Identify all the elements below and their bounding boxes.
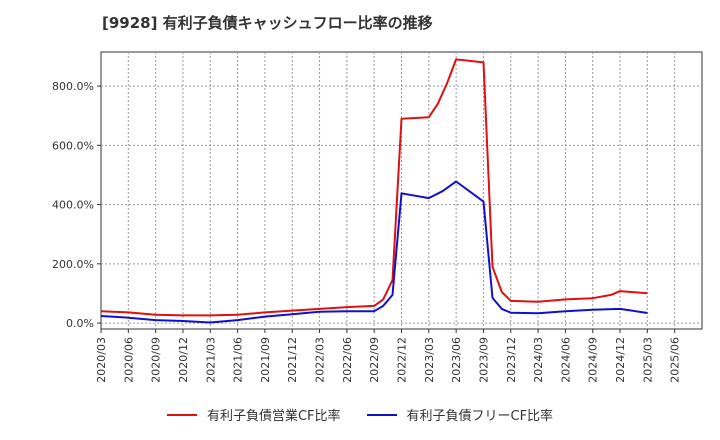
x-tick-label: 2025/06 <box>669 337 682 383</box>
chart-title: [9928] 有利子負債キャッシュフロー比率の推移 <box>102 14 433 32</box>
x-tick-label: 2022/12 <box>396 337 409 383</box>
legend-swatch-red <box>166 413 197 416</box>
x-axis-ticks: 2020/03 2020/06 2020/09 2020/12 2021/03 2021/… <box>95 337 682 383</box>
x-tick-label: 2023/12 <box>505 337 518 383</box>
x-tick-label: 2020/06 <box>122 337 135 383</box>
x-tick-label: 2022/06 <box>341 337 354 383</box>
series-line-1 <box>100 180 648 324</box>
x-tick-label: 2024/06 <box>559 337 572 383</box>
x-tick-label: 2024/12 <box>614 337 627 383</box>
x-tick-label: 2023/06 <box>450 337 463 383</box>
y-tick-label: 200.0% <box>52 258 94 271</box>
series-line-0 <box>100 58 648 317</box>
x-tick-label: 2020/03 <box>95 337 108 383</box>
plot-frame <box>100 51 703 330</box>
x-tick-label: 2021/03 <box>204 337 217 383</box>
y-tick-label: 0.0% <box>66 317 94 330</box>
legend-swatch-blue <box>366 413 397 416</box>
x-tick-label: 2020/09 <box>150 337 163 383</box>
x-tick-label: 2021/12 <box>286 337 299 383</box>
legend-item-operating-cf: 有利子負債営業CF比率 <box>166 405 341 424</box>
x-tick-label: 2023/03 <box>423 337 436 383</box>
x-tick-label: 2025/03 <box>641 337 654 383</box>
legend: 有利子負債営業CF比率 有利子負債フリーCF比率 <box>0 405 720 424</box>
x-tick-label: 2023/09 <box>477 337 490 383</box>
x-tick-label: 2022/03 <box>314 337 327 383</box>
x-tick-label: 2024/03 <box>532 337 545 383</box>
legend-label-operating-cf: 有利子負債営業CF比率 <box>206 409 341 424</box>
y-axis-ticks: 0.0% 200.0% 400.0% 600.0% 800.0% <box>52 80 94 330</box>
series-layer <box>100 58 648 324</box>
x-tick-label: 2024/09 <box>587 337 600 383</box>
legend-label-free-cf: 有利子負債フリーCF比率 <box>406 409 554 424</box>
x-tick-label: 2022/09 <box>368 337 381 383</box>
y-tick-label: 600.0% <box>52 139 94 152</box>
y-tick-label: 400.0% <box>52 199 94 212</box>
x-tick-label: 2021/06 <box>232 337 245 383</box>
legend-item-free-cf: 有利子負債フリーCF比率 <box>366 405 554 424</box>
chart-plot: 0.0%200.0%400.0%600.0%800.0% 2020/03 2020… <box>52 51 703 383</box>
x-tick-label: 2021/09 <box>259 337 272 383</box>
x-tick-label: 2020/12 <box>177 337 190 383</box>
y-tick-label: 800.0% <box>52 80 94 93</box>
